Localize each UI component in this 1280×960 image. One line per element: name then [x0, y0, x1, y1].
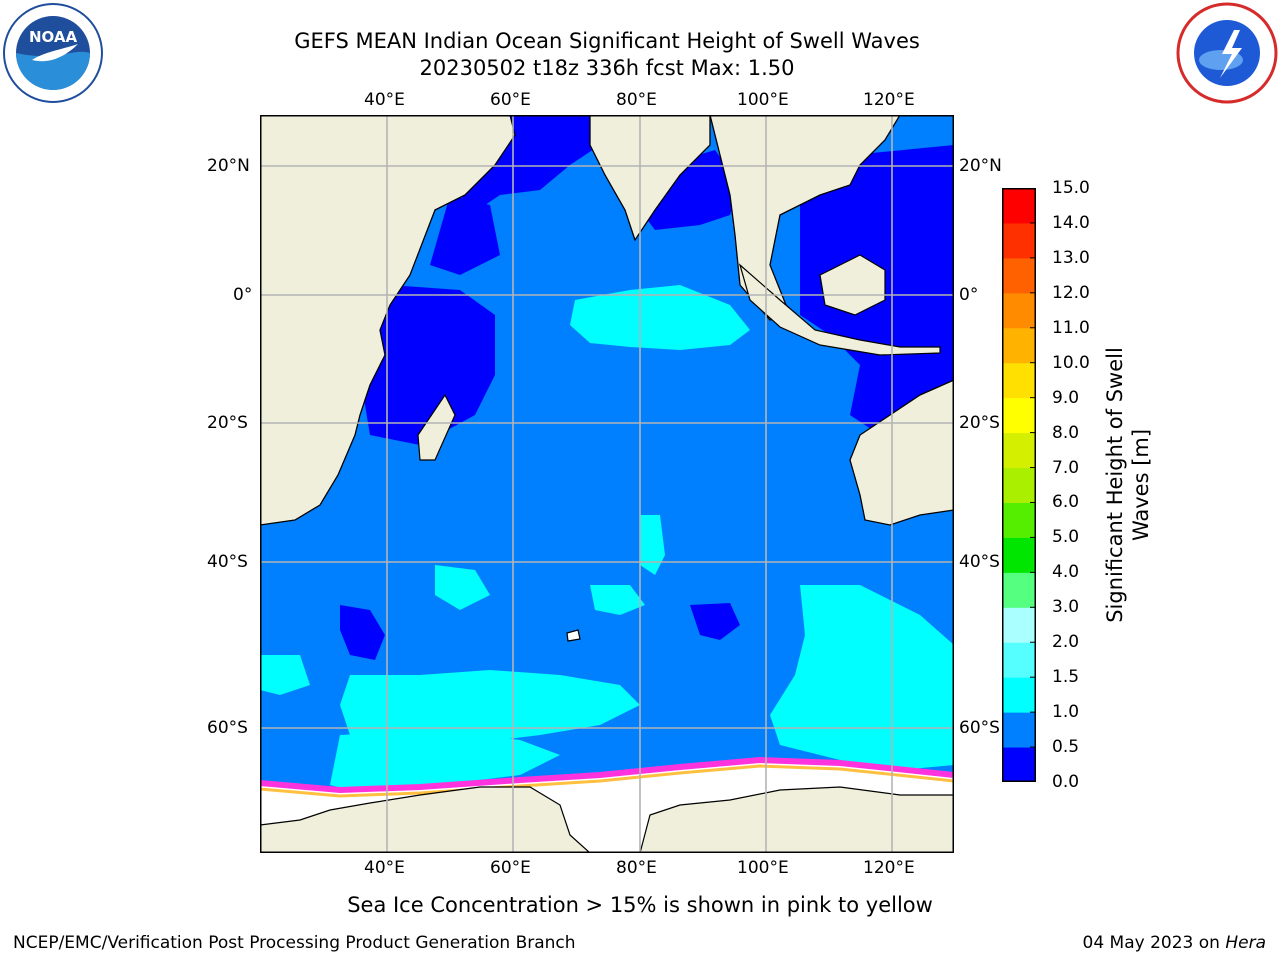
colorbar-segment: [1002, 572, 1036, 608]
lat-label-left-0: 0°: [233, 285, 253, 305]
svg-text:NOAA: NOAA: [29, 28, 78, 46]
colorbar-segment: [1002, 362, 1036, 399]
colorbar-label-line1: Significant Height of Swell: [1103, 347, 1127, 623]
colorbar-tick-label: 6.0: [1052, 492, 1080, 513]
colorbar-tick-label: 11.0: [1052, 317, 1090, 338]
australia: [849, 379, 954, 526]
graticule: [260, 115, 954, 853]
colorbar-segment: [1002, 432, 1036, 469]
colorbar-label: Significant Height of Swell Waves [m]: [1102, 347, 1154, 623]
colorbar-segment: [1002, 327, 1036, 364]
lon-label-top-60e: 60°E: [490, 90, 531, 110]
india: [589, 115, 711, 242]
indian-ocean-map: [260, 115, 954, 853]
lon-label-top-80e: 80°E: [616, 90, 657, 110]
colorbar-tick-label: 5.0: [1052, 527, 1080, 548]
lon-label-top-120e: 120°E: [863, 90, 915, 110]
footer-branch: NCEP/EMC/Verification Post Processing Pr…: [13, 933, 576, 953]
lat-label-right-20s: 20°S: [959, 413, 1000, 433]
lat-label-left-20s: 20°S: [207, 413, 248, 433]
colorbar-segment: [1002, 502, 1036, 538]
sea-ice-note: Sea Ice Concentration > 15% is shown in …: [347, 893, 933, 917]
colorbar-frame: [1002, 188, 1036, 782]
colorbar-segment: [1002, 607, 1036, 643]
colorbar-tick-label: 2.0: [1052, 632, 1080, 653]
colorbar-tick-label: 1.0: [1052, 702, 1080, 723]
lon-label-bottom-100e: 100°E: [737, 858, 789, 878]
sea-ice-pink-band: [260, 756, 954, 794]
colorbar-tick-label: 4.0: [1052, 562, 1080, 583]
colorbar-segment: [1002, 677, 1036, 713]
lat-label-left-60s: 60°S: [207, 718, 248, 738]
footer-date-text: 04 May 2023 on: [1082, 933, 1226, 953]
colorbar-segment: [1002, 537, 1036, 573]
high-swell-areas: [260, 285, 954, 795]
sea-ice-yellow-band: [260, 764, 954, 798]
madagascar: [417, 393, 456, 461]
sumatra-java: [738, 263, 941, 356]
colorbar-tick-label: 14.0: [1052, 212, 1090, 233]
colorbar-label-line2: Waves [m]: [1129, 428, 1153, 542]
noaa-logo: NOAA: [3, 3, 103, 103]
lat-label-right-40s: 40°S: [959, 552, 1000, 572]
antarctica: [260, 786, 954, 853]
colorbar-tick-label: 7.0: [1052, 457, 1080, 478]
footer-host: Hera: [1225, 933, 1266, 953]
lon-label-bottom-80e: 80°E: [616, 858, 657, 878]
colorbar-segment: [1002, 467, 1036, 503]
colorbar-segment: [1002, 257, 1036, 294]
colorbar-tick-label: 9.0: [1052, 387, 1080, 408]
borneo: [819, 254, 886, 316]
colorbar-tick-label: 15.0: [1052, 178, 1090, 198]
lon-label-bottom-120e: 120°E: [863, 858, 915, 878]
colorbar-segment: [1002, 222, 1036, 259]
colorbar-tick-label: 1.5: [1052, 667, 1080, 688]
map-frame: [260, 115, 954, 853]
colorbar-tick-label: 0.0: [1052, 772, 1080, 792]
lat-label-left-40s: 40°S: [207, 552, 248, 572]
colorbar-segment: [1002, 712, 1036, 748]
lon-label-top-100e: 100°E: [737, 90, 789, 110]
lat-label-right-0: 0°: [959, 285, 979, 305]
national-weather-service-logo: [1176, 2, 1278, 104]
lon-label-bottom-60e: 60°E: [490, 858, 531, 878]
colorbar-tick-label: 3.0: [1052, 597, 1080, 618]
colorbar-segment: [1002, 397, 1036, 434]
colorbar: [1002, 188, 1036, 782]
kerguelen-island: [566, 629, 581, 642]
lat-label-left-20n: 20°N: [207, 156, 250, 176]
footer-date: 04 May 2023 on Hera: [1083, 933, 1267, 953]
lon-label-top-40e: 40°E: [364, 90, 405, 110]
colorbar-tick-label: 13.0: [1052, 247, 1090, 268]
colorbar-tick-label: 10.0: [1052, 352, 1090, 373]
lat-label-right-20n: 20°N: [959, 156, 1002, 176]
colorbar-tick-label: 8.0: [1052, 422, 1080, 443]
colorbar-tick-label: 12.0: [1052, 282, 1090, 303]
lon-label-bottom-40e: 40°E: [364, 858, 405, 878]
colorbar-segment: [1002, 747, 1036, 782]
colorbar-segment: [1002, 188, 1036, 224]
lat-label-right-60s: 60°S: [959, 718, 1000, 738]
colorbar-segment: [1002, 292, 1036, 329]
colorbar-tick-label: 0.5: [1052, 737, 1080, 758]
colorbar-segment: [1002, 642, 1036, 678]
chart-title: GEFS MEAN Indian Ocean Significant Heigh…: [294, 29, 920, 53]
chart-subtitle: 20230502 t18z 336h fcst Max: 1.50: [419, 56, 795, 80]
